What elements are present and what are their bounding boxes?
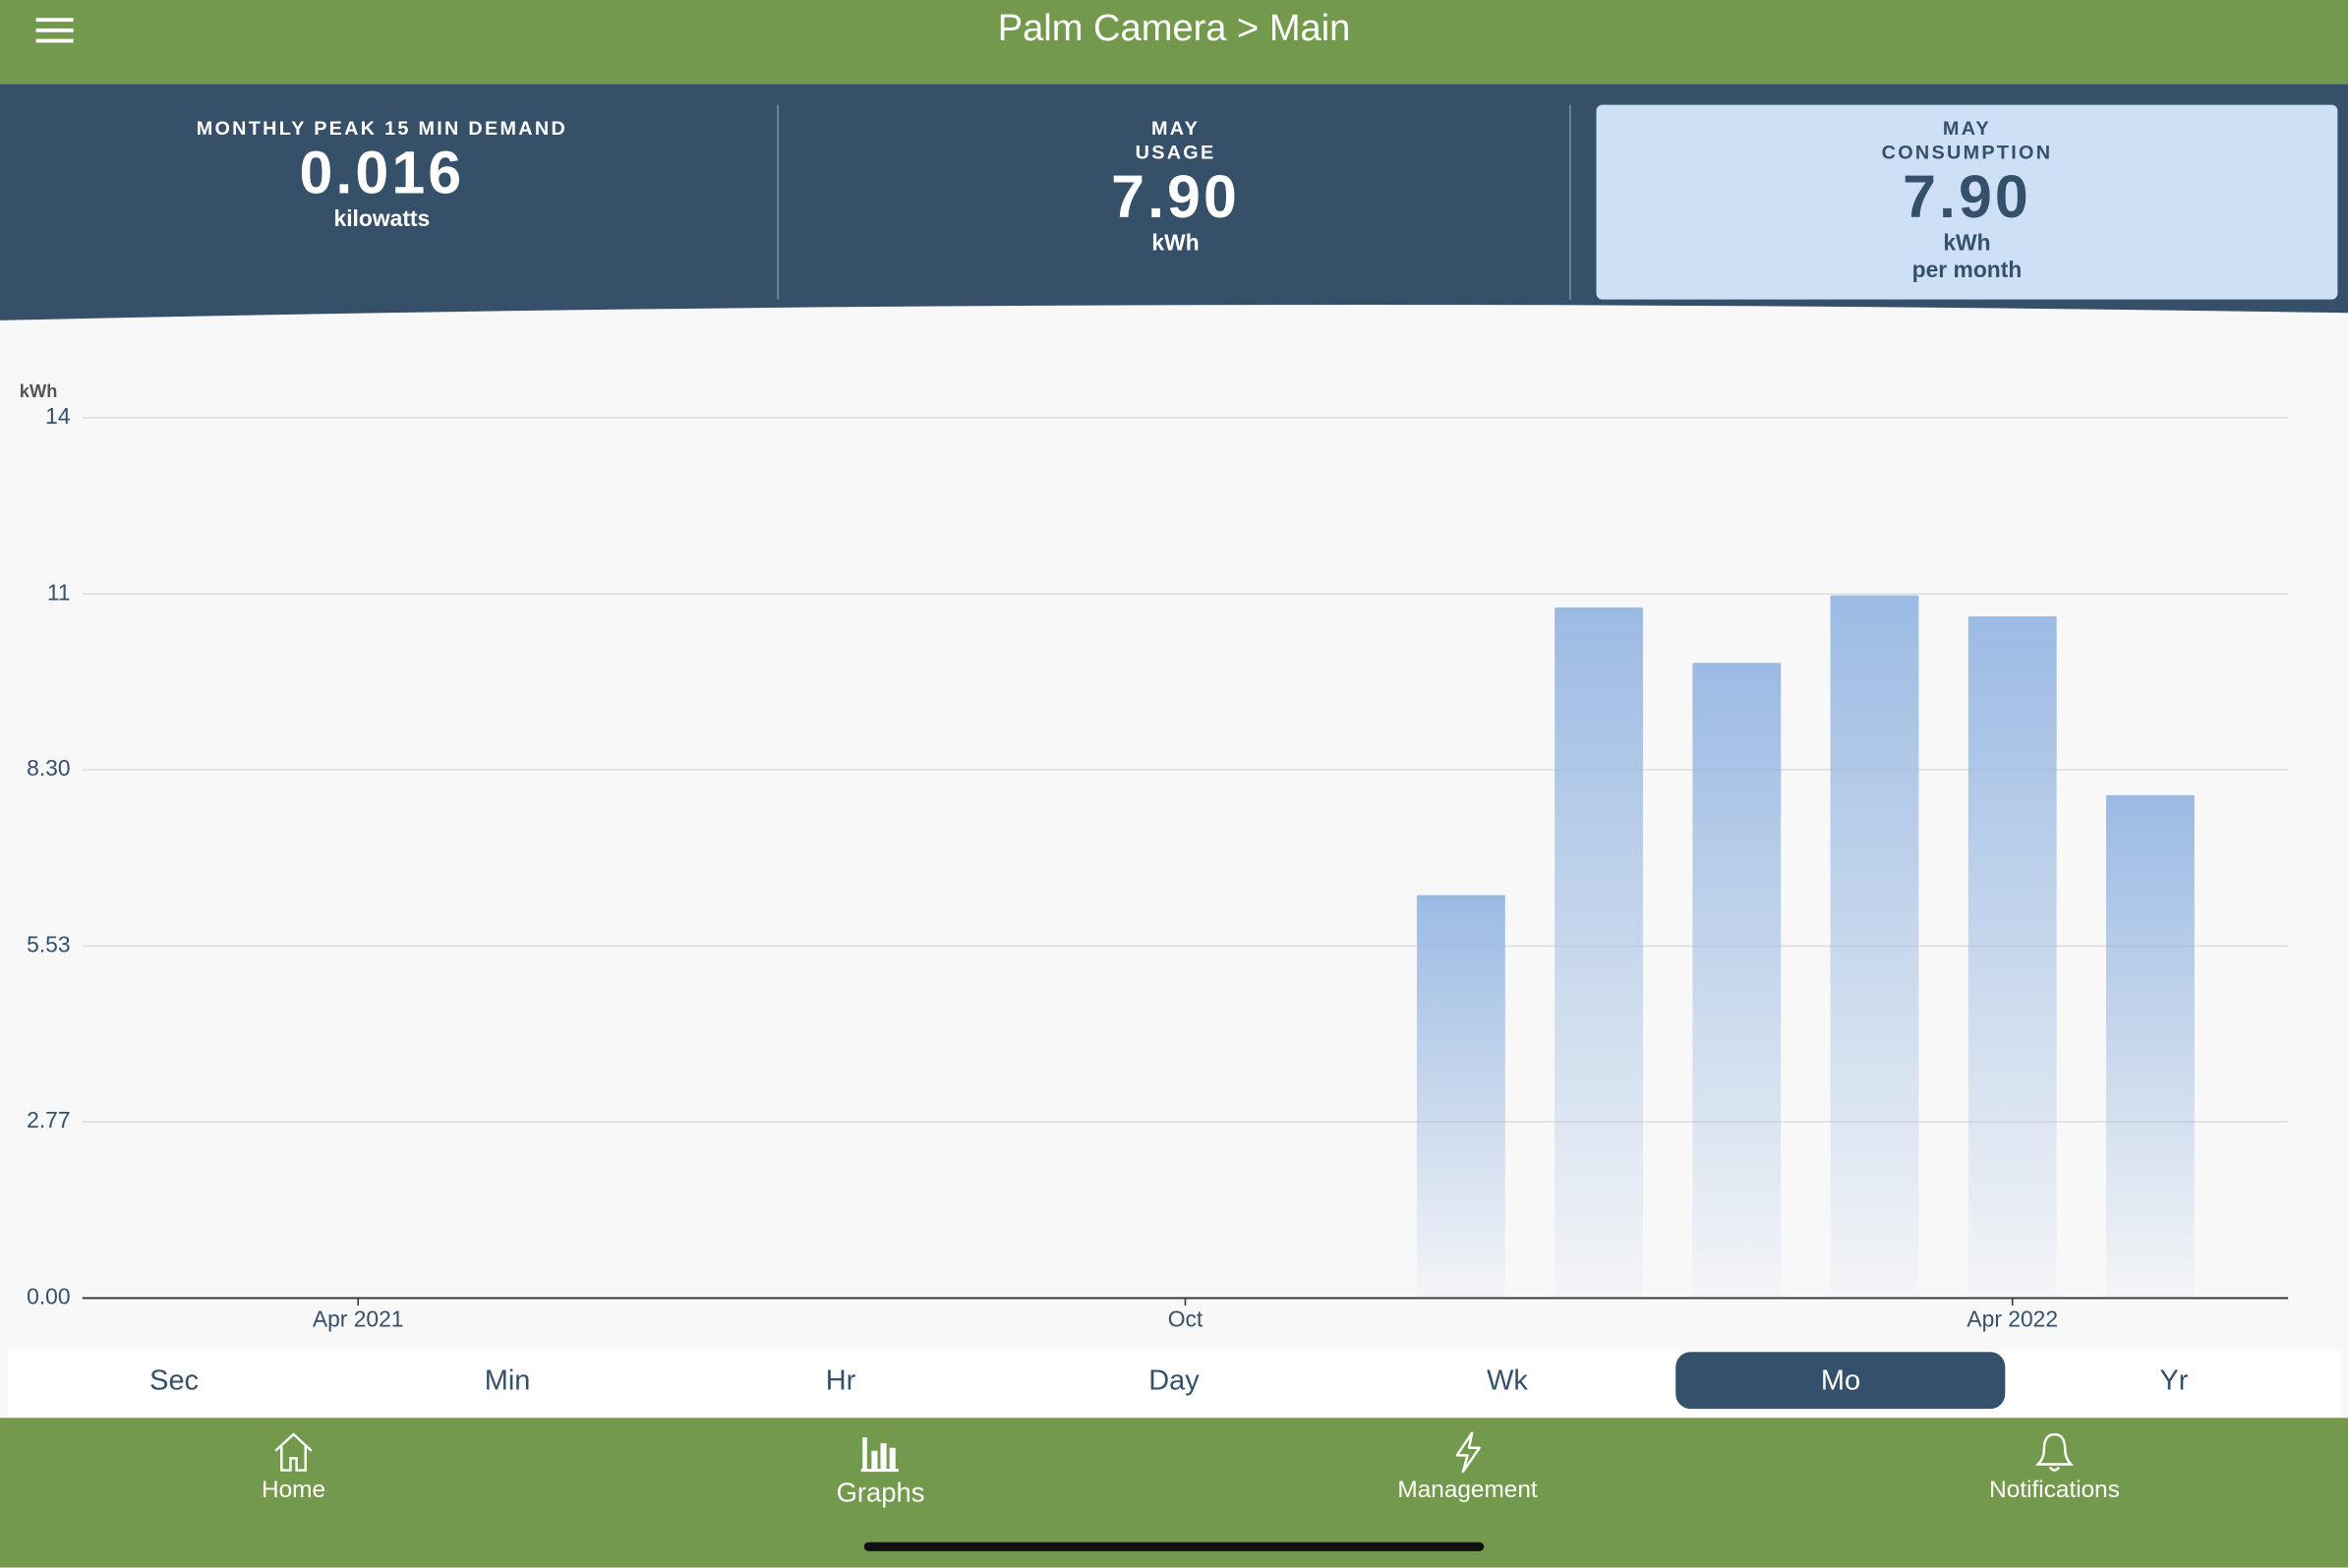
nav-icon [860,1437,899,1473]
stat-card: MAY CONSUMPTION 7.90 kWh per month [1596,104,2338,300]
bar [1555,607,1644,1299]
stat-unit: per month [1911,257,2023,283]
nav-icon [1455,1431,1481,1474]
stat-label: MAY [1942,116,1991,140]
range-tab[interactable]: Sec [149,1365,200,1397]
stat-unit: kilowatts [333,206,431,233]
bar [1416,895,1505,1299]
divider [1569,104,1571,300]
stat-value: 7.90 [1903,164,2031,231]
y-tick-label: 14 [45,403,71,429]
stat-label: CONSUMPTION [1881,141,2053,164]
nav-label: Management [1397,1478,1538,1504]
menu-button[interactable] [35,15,76,44]
chart: kWh 0.00 2.77 5.53 8.30 11 14 Apr 2021 Oct Apr 2… [20,380,2289,1331]
range-tabs: Sec Min Hr Day Wk Mo Yr [7,1350,2341,1417]
nav-item[interactable]: Graphs [731,1429,1030,1509]
stat-card: MONTHLY PEAK 15 MIN DEMAND 0.016 kilowatts [15,105,748,300]
y-tick-label: 11 [47,579,71,605]
page-title: Palm Camera > Main [997,7,1351,50]
y-tick-label: 2.77 [27,1107,70,1132]
stat-value: 7.90 [1111,164,1240,231]
bar [2106,794,2195,1299]
stat-label: MONTHLY PEAK 15 MIN DEMAND [196,116,568,140]
bar [1692,663,1782,1299]
nav-label: Graphs [836,1478,925,1508]
range-tab[interactable]: Min [484,1365,531,1397]
top-bar: Palm Camera > Main [0,0,2348,85]
range-tab[interactable]: Yr [2159,1365,2189,1397]
nav-icon [274,1432,313,1472]
stat-unit: kWh [1151,230,1200,257]
nav-item[interactable]: Notifications [1905,1429,2204,1504]
stat-label: USAGE [1135,141,1216,164]
y-tick-label: 0.00 [27,1283,70,1308]
x-tick-label: Oct [1168,1306,1203,1331]
nav-label: Notifications [1989,1478,2120,1504]
stat-value: 0.016 [299,141,465,207]
x-tick-label: Apr 2022 [1966,1306,2058,1331]
stat-card: MAY USAGE 7.90 kWh [808,105,1542,300]
bar [1967,615,2057,1299]
range-tab[interactable]: Wk [1487,1365,1528,1397]
y-axis-label: kWh [20,380,58,401]
range-tab[interactable]: Hr [825,1365,856,1397]
divider [777,104,779,300]
stat-unit: kWh [1943,230,1991,257]
bottom-nav: Home Graphs Management Notifications [0,1418,2348,1568]
bar [1830,595,1919,1299]
nav-label: Home [262,1478,326,1504]
nav-item[interactable]: Home [144,1429,443,1504]
x-tick-label: Apr 2021 [313,1306,404,1331]
home-indicator [863,1541,1485,1551]
range-tab[interactable]: Day [1148,1365,1200,1397]
nav-item[interactable]: Management [1318,1429,1617,1504]
y-tick-label: 5.53 [27,931,70,957]
stat-label: MAY [1151,116,1201,140]
nav-icon [2034,1432,2075,1472]
range-tab[interactable]: Mo [1674,1352,2006,1410]
y-tick-label: 8.30 [27,755,70,781]
